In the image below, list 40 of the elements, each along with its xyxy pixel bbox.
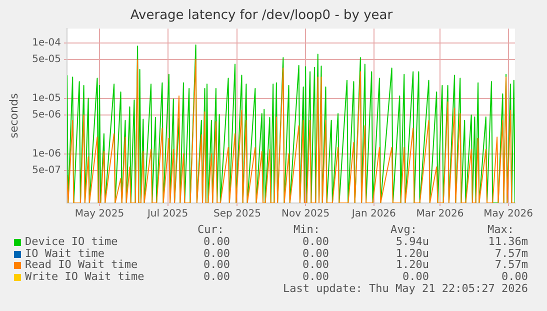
x-tick-label: May 2026 — [484, 208, 533, 220]
x-tick-label: Jul 2025 — [146, 208, 188, 220]
x-tick-label: May 2025 — [74, 208, 124, 220]
text: 7.57m — [494, 258, 528, 272]
text: Last update: Thu May 21 22:05:27 2026 — [282, 282, 528, 295]
text: 0.00 — [204, 235, 230, 248]
y-tick-label: 5e-07 — [32, 165, 61, 176]
x-tick-label: Sep 2025 — [214, 208, 261, 220]
legend-label: IO Wait time — [25, 246, 104, 260]
text: 0.00 — [204, 258, 230, 272]
text: Cur: — [198, 223, 224, 236]
text: 1.20u — [396, 246, 429, 260]
y-tick-label: 5e-05 — [32, 54, 61, 66]
text: 11.36m — [488, 235, 528, 248]
y-tick-label: 5e-06 — [32, 110, 61, 121]
y-tick-label: 1e-05 — [32, 92, 61, 104]
text: 1.20u — [396, 258, 429, 272]
text: 0.00 — [302, 235, 329, 248]
text: 5.94u — [396, 235, 429, 248]
text: 0.00 — [302, 258, 329, 272]
text: 0.00 — [402, 270, 429, 284]
text: Max: — [488, 223, 514, 236]
text: Min: — [294, 223, 320, 236]
y-axis-title: seconds — [7, 93, 20, 138]
legend-label: Read IO Wait time — [25, 258, 138, 272]
chart-title: Average latency for /dev/loop0 - by year — [130, 8, 394, 24]
x-tick-label: Nov 2025 — [281, 208, 330, 220]
text: 7.57m — [494, 246, 528, 260]
y-tick-label: 1e-04 — [32, 37, 61, 48]
text: 0.00 — [204, 246, 230, 260]
text: 0.00 — [302, 270, 329, 284]
text: 0.00 — [502, 270, 528, 284]
text: 0.00 — [204, 270, 230, 284]
text: 0.00 — [302, 246, 329, 260]
text: Avg: — [390, 223, 417, 236]
y-tick-label: 1e-06 — [32, 148, 61, 160]
legend-label: Write IO Wait time — [25, 270, 144, 284]
x-tick-label: Mar 2026 — [416, 208, 464, 220]
x-tick-label: Jan 2026 — [350, 208, 396, 220]
legend-label: Device IO time — [25, 235, 118, 248]
